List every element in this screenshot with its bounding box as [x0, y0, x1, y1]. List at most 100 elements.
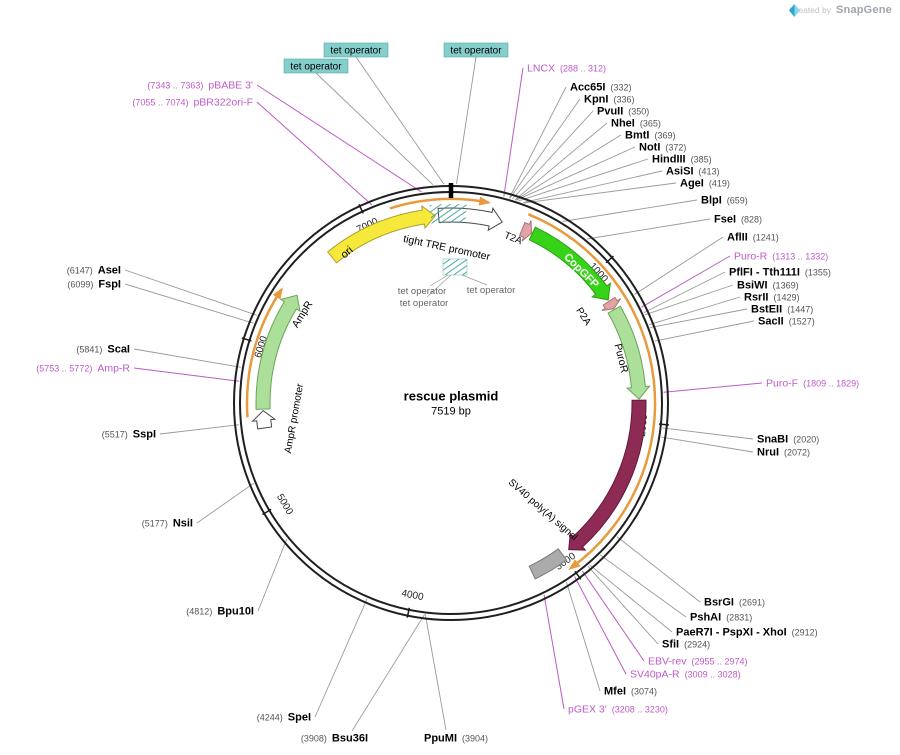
inner-leader-line-2 — [461, 274, 488, 286]
leader-line-PvuII — [512, 110, 594, 200]
site-label-BsrGI: BsrGI (2691) — [704, 597, 765, 609]
tick-1000 — [605, 255, 614, 264]
tet-operator-tag-label-2: tet operator — [330, 46, 382, 57]
orf-arrowhead-1 — [478, 196, 491, 206]
tet-operator-tag-1 — [283, 58, 349, 74]
inner-tet-operator-label-3: tet operator — [400, 298, 449, 309]
site-label-SnaBI: SnaBI (2020) — [757, 434, 819, 446]
site-label-Amp-R: (5753 .. 5772) Amp-R — [36, 363, 130, 375]
leader-line-Bpu10I — [257, 538, 288, 612]
leader-line-AgeI — [524, 182, 677, 204]
leader-line-NruI — [661, 436, 754, 453]
leader-line-SacII — [654, 320, 755, 342]
leader-line-FseI — [586, 218, 711, 240]
leader-line-pBR322ori-F — [256, 101, 373, 206]
site-label-FseI: FseI (828) — [714, 214, 762, 226]
tick-6000 — [241, 337, 252, 342]
feature-T2A — [518, 220, 533, 242]
site-label-SacII: SacII (1527) — [758, 316, 815, 328]
leader-line-LNCX — [503, 67, 524, 197]
tet-operator-hatch-band — [429, 204, 467, 224]
site-label-pBABE-3-: (7343 .. 7363) pBABE 3' — [147, 80, 253, 92]
tet-operator-tag-label-1: tet operator — [290, 62, 342, 73]
feature-P2A — [601, 296, 622, 311]
site-label-BstEII: BstEII (1447) — [751, 304, 813, 316]
site-label-SspI: (5517) SspI — [102, 429, 156, 441]
site-label-AflII: AflII (1241) — [727, 232, 779, 244]
leader-line-NheI — [514, 122, 608, 201]
site-label-Bsu36I: (3908) Bsu36I — [301, 733, 368, 745]
feature--TK — [568, 399, 647, 551]
site-label-pGEX-3-: pGEX 3' (3208 .. 3230) — [568, 704, 668, 716]
leader-line-AseI — [124, 269, 258, 316]
leader-line-PaeR7I-PspXI-XhoI — [589, 564, 673, 633]
orf-arc-1 — [389, 197, 489, 210]
site-label-FspI: (6099) FspI — [67, 279, 121, 291]
leader-line-MfeI — [565, 581, 601, 692]
site-label-BmtI: BmtI (369) — [625, 130, 675, 142]
leader-line-SfiI — [587, 565, 659, 645]
tick-4000 — [406, 607, 411, 618]
feature-label-P2A: P2A — [573, 306, 593, 328]
leader-line-NotI — [516, 146, 636, 201]
leader-line-PpuMI — [424, 614, 447, 731]
leader-line-BlpI — [562, 199, 698, 222]
leader-line-BmtI — [515, 134, 622, 201]
leader-line-HindIII — [518, 158, 649, 202]
leader-line-BsiWI — [644, 284, 734, 316]
feature-label-SV40-poly-A-signal: SV40 poly(A) signal — [506, 477, 580, 543]
leader-line-SV40pA-R — [574, 576, 627, 675]
tet-operator-tag-label-3: tet operator — [450, 46, 502, 57]
leader-line-Acc65I — [508, 86, 567, 199]
inner-leader-line-1 — [429, 274, 449, 287]
site-label-PshAI: PshAI (2831) — [690, 612, 752, 624]
site-label-ScaI: (5841) ScaI — [76, 344, 130, 356]
watermark: Created by SnapGene — [789, 4, 892, 17]
site-label-Puro-R: Puro-R (1313 .. 1332) — [734, 251, 828, 263]
leader-line-SnaBI — [662, 427, 754, 440]
tick-3000 — [574, 570, 582, 580]
site-label-HindIII: HindIII (385) — [652, 154, 712, 166]
watermark-brand: SnapGene — [835, 4, 892, 16]
watermark-created-by: Created by — [789, 5, 831, 15]
leader-line-AflII — [634, 236, 724, 295]
site-label-EBV-rev: EBV-rev (2955 .. 2974) — [648, 656, 748, 668]
leader-line-ScaI — [133, 348, 242, 368]
leader-line-EBV-rev — [581, 570, 645, 662]
leader-line-tet-operator-3 — [456, 56, 477, 185]
inner-tet-operator-label-2: tet operator — [467, 285, 516, 296]
leader-line-Amp-R — [133, 367, 240, 382]
site-label-LNCX: LNCX (288 .. 312) — [527, 63, 606, 75]
site-label-AsiSI: AsiSI (413) — [666, 166, 720, 178]
site-label-Bpu10I: (4812) Bpu10I — [186, 606, 254, 618]
orf-arc-3 — [245, 288, 283, 418]
site-label-MfeI: MfeI (3074) — [604, 686, 657, 698]
leader-line-tet-operator-2 — [355, 56, 445, 185]
snapgene-logo-icon — [789, 4, 801, 17]
site-label-PpuMI: PpuMI (3904) — [424, 733, 488, 745]
orf-arc-2 — [527, 213, 657, 570]
site-label-NotI: NotI (372) — [639, 142, 686, 154]
site-label-NsiI: (5177) NsiI — [142, 518, 193, 530]
site-label-NruI: NruI (2072) — [757, 447, 810, 459]
site-label-Acc65I: Acc65I (332) — [570, 82, 632, 94]
site-label-AgeI: AgeI (419) — [680, 178, 730, 190]
site-label-KpnI: KpnI (336) — [584, 94, 634, 106]
leader-line-pGEX-3- — [543, 594, 565, 710]
tet-operator-cluster-box — [442, 258, 468, 276]
leader-line-SpeI — [314, 598, 368, 718]
tick-5000 — [262, 508, 272, 516]
leader-line-Puro-R — [641, 255, 731, 308]
tet-operator-tag-2 — [323, 42, 389, 58]
feature-PuroR — [607, 305, 651, 400]
site-label-PflFI-Tth111I: PflFI - Tth111I (1355) — [729, 267, 831, 279]
tick-label-5000: 5000 — [274, 492, 295, 517]
site-label-NheI: NheI (365) — [611, 118, 661, 130]
site-label-PvuII: PvuII (350) — [597, 106, 649, 118]
feature-AmpR — [255, 294, 301, 410]
leader-line-tet-operator-1 — [315, 72, 434, 186]
leader-line-pBABE-3- — [256, 84, 422, 193]
leader-line-PflFI-Tth111I — [643, 271, 726, 314]
site-label-SfiI: SfiI (2924) — [662, 639, 710, 651]
leader-line-AsiSI — [523, 170, 663, 204]
